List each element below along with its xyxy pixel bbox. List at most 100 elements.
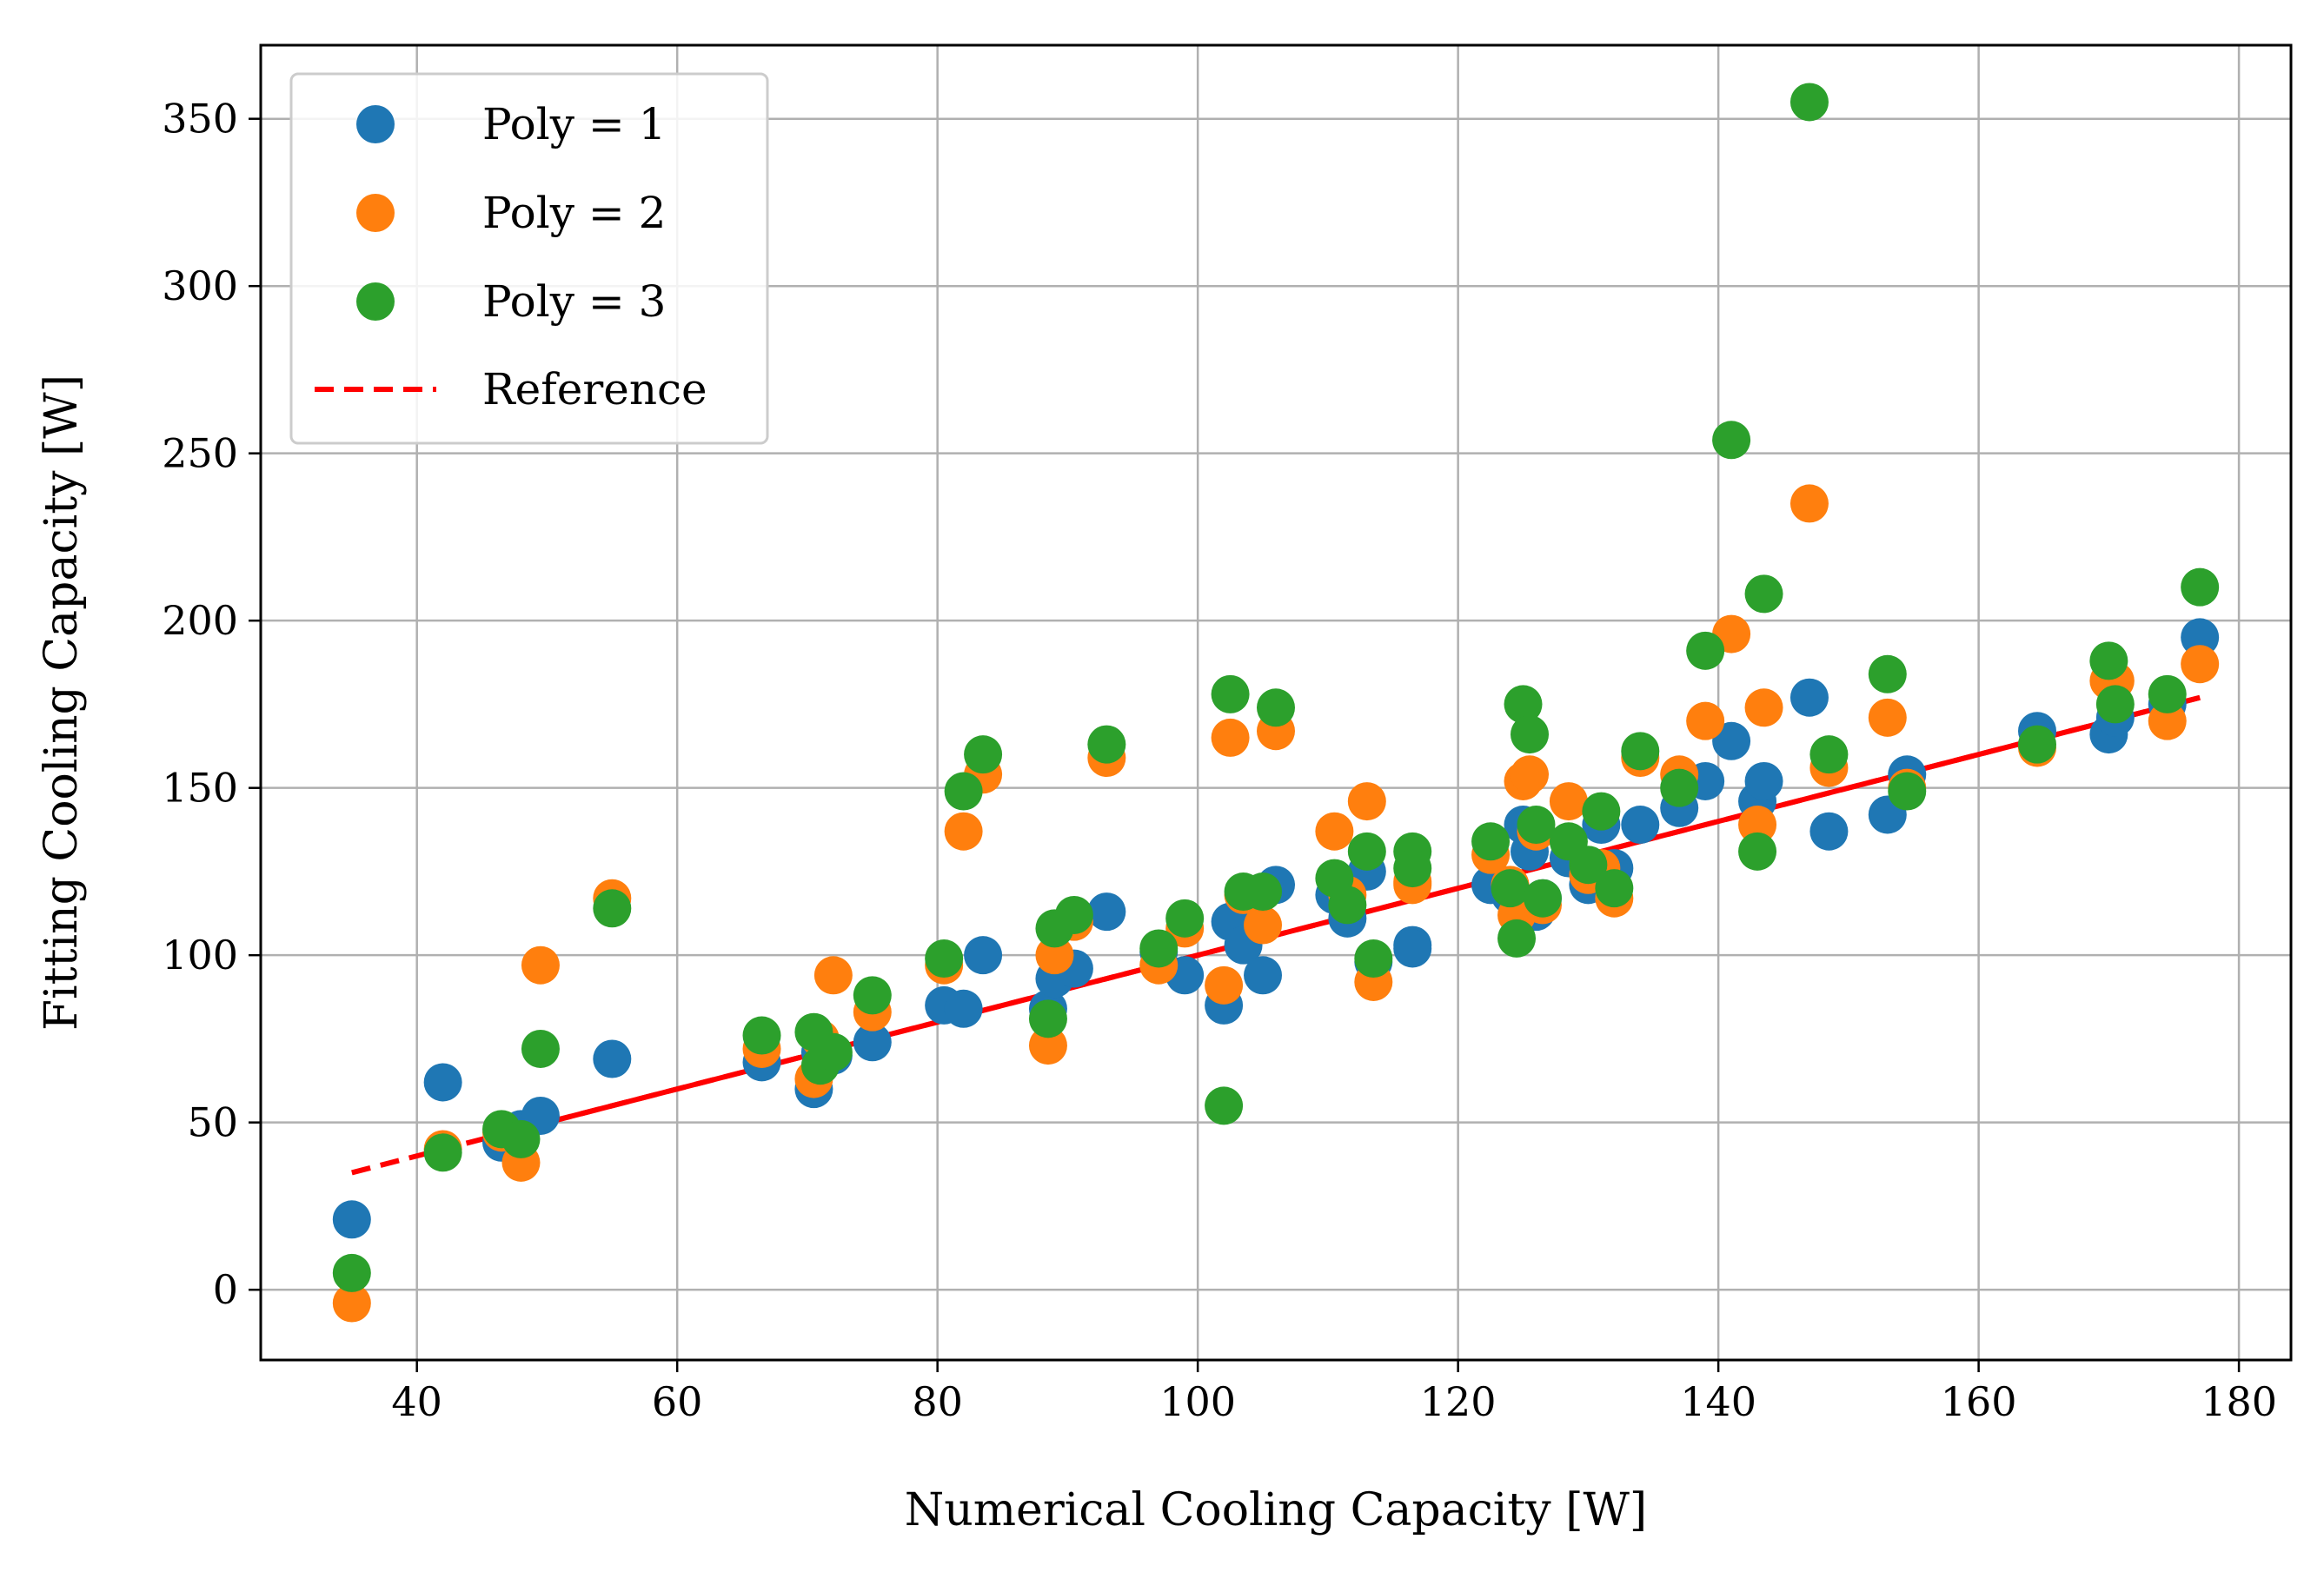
x-tick-label: 100 bbox=[1159, 1378, 1236, 1425]
point-poly-2 bbox=[813, 956, 853, 995]
point-poly-3 bbox=[332, 1253, 371, 1292]
point-poly-1 bbox=[1809, 812, 1849, 851]
point-poly-1 bbox=[2181, 618, 2220, 657]
y-tick-label: 300 bbox=[162, 262, 238, 309]
x-tick-label: 60 bbox=[652, 1378, 703, 1425]
point-poly-2 bbox=[1868, 698, 1907, 737]
y-tick-label: 0 bbox=[213, 1266, 238, 1313]
point-poly-1 bbox=[423, 1063, 462, 1102]
point-poly-2 bbox=[332, 1284, 371, 1323]
y-tick-label: 250 bbox=[162, 430, 238, 477]
y-tick-label: 200 bbox=[162, 597, 238, 644]
point-poly-1 bbox=[1244, 956, 1283, 995]
point-poly-2 bbox=[1738, 806, 1777, 845]
point-poly-2 bbox=[944, 812, 983, 851]
point-poly-3 bbox=[1621, 732, 1660, 771]
point-poly-3 bbox=[501, 1119, 541, 1158]
legend-marker-poly-2 bbox=[356, 194, 395, 232]
point-poly-2 bbox=[1511, 755, 1549, 794]
point-poly-3 bbox=[1347, 832, 1386, 871]
point-poly-2 bbox=[1211, 718, 1250, 757]
point-poly-3 bbox=[1868, 654, 1907, 693]
point-poly-3 bbox=[2148, 674, 2187, 713]
point-poly-3 bbox=[2095, 685, 2135, 724]
point-poly-1 bbox=[332, 1200, 371, 1239]
legend-label-poly-2: Poly = 2 bbox=[482, 188, 666, 238]
point-poly-3 bbox=[1582, 792, 1621, 831]
point-poly-3 bbox=[1393, 849, 1432, 888]
point-poly-3 bbox=[1888, 772, 1927, 811]
point-poly-3 bbox=[944, 772, 983, 811]
point-poly-3 bbox=[1569, 846, 1608, 885]
point-poly-3 bbox=[925, 939, 964, 979]
point-poly-3 bbox=[2089, 641, 2128, 680]
legend-box bbox=[289, 72, 769, 445]
point-poly-2 bbox=[1315, 812, 1354, 851]
point-poly-3 bbox=[1660, 768, 1699, 807]
point-poly-3 bbox=[1028, 999, 1067, 1038]
x-tick-label: 120 bbox=[1420, 1378, 1497, 1425]
point-poly-3 bbox=[521, 1029, 560, 1068]
point-poly-3 bbox=[1244, 872, 1283, 912]
point-poly-3 bbox=[1165, 899, 1205, 938]
plot-frame bbox=[259, 43, 2293, 1362]
point-poly-1 bbox=[1712, 721, 1751, 760]
point-poly-3 bbox=[1712, 421, 1751, 460]
point-poly-3 bbox=[1789, 83, 1829, 122]
legend: Poly = 1 Poly = 2 Poly = 3 Reference bbox=[289, 72, 769, 445]
point-poly-3 bbox=[1517, 806, 1556, 845]
point-poly-3 bbox=[2018, 725, 2056, 764]
point-poly-3 bbox=[1809, 735, 1849, 774]
point-poly-3 bbox=[1471, 822, 1511, 861]
point-poly-3 bbox=[593, 889, 632, 928]
point-poly-1 bbox=[1087, 892, 1126, 932]
legend-label-reference: Reference bbox=[482, 364, 707, 415]
point-poly-1 bbox=[1744, 761, 1783, 800]
legend-label-poly-1: Poly = 1 bbox=[482, 99, 666, 149]
point-poly-3 bbox=[1205, 1086, 1244, 1125]
legend-marker-poly-1 bbox=[356, 105, 395, 143]
point-poly-1 bbox=[1393, 929, 1432, 968]
point-poly-1 bbox=[593, 1039, 632, 1078]
legend-marker-poly-3 bbox=[356, 282, 395, 321]
point-poly-3 bbox=[1211, 674, 1250, 713]
axis-ticks: 40 60 80 100 120 140 160 180 0 50 100 150 200 250 300 3… bbox=[162, 96, 2277, 1425]
point-poly-3 bbox=[964, 735, 1003, 774]
point-poly-3 bbox=[1511, 715, 1549, 754]
x-tick-label: 140 bbox=[1680, 1378, 1756, 1425]
point-poly-2 bbox=[2148, 701, 2187, 740]
point-poly-3 bbox=[813, 1032, 853, 1071]
point-poly-1 bbox=[853, 1023, 892, 1062]
point-poly-2 bbox=[1789, 484, 1829, 523]
point-poly-3 bbox=[1523, 879, 1562, 918]
point-poly-3 bbox=[1087, 725, 1126, 764]
legend-label-poly-3: Poly = 3 bbox=[482, 276, 666, 327]
point-poly-3 bbox=[1497, 919, 1537, 958]
y-axis-label: Fitting Cooling Capacity [W] bbox=[36, 375, 88, 1031]
point-poly-3 bbox=[1257, 688, 1295, 727]
point-poly-2 bbox=[521, 945, 560, 985]
y-tick-label: 50 bbox=[187, 1099, 238, 1146]
point-poly-3 bbox=[742, 1016, 781, 1055]
point-poly-1 bbox=[1621, 806, 1660, 845]
x-tick-label: 40 bbox=[391, 1378, 442, 1425]
point-poly-3 bbox=[1595, 869, 1634, 908]
data-points bbox=[332, 83, 2220, 1323]
point-poly-1 bbox=[1789, 678, 1829, 717]
point-poly-2 bbox=[1244, 906, 1283, 945]
point-poly-1 bbox=[964, 936, 1003, 975]
point-poly-3 bbox=[1491, 869, 1530, 908]
point-poly-3 bbox=[1054, 895, 1093, 934]
point-poly-3 bbox=[1354, 939, 1393, 979]
y-tick-label: 150 bbox=[162, 765, 238, 812]
x-axis-label: Numerical Cooling Capacity [W] bbox=[905, 1484, 1647, 1536]
point-poly-2 bbox=[1686, 701, 1725, 740]
x-tick-label: 160 bbox=[1941, 1378, 2017, 1425]
reference-line-solid bbox=[546, 694, 2201, 1125]
point-poly-3 bbox=[1738, 832, 1777, 871]
point-poly-2 bbox=[1347, 782, 1386, 821]
y-tick-label: 350 bbox=[162, 96, 238, 143]
point-poly-3 bbox=[1139, 929, 1179, 968]
grid-lines bbox=[261, 45, 2291, 1360]
